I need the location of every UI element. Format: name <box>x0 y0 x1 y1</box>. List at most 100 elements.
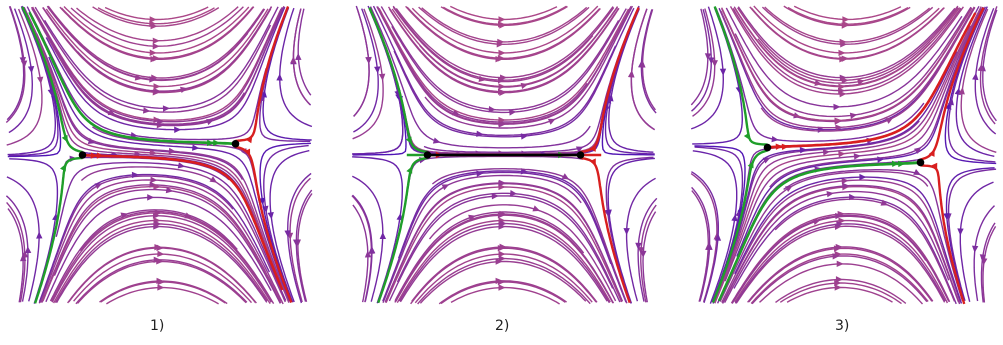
streamline-arrow <box>206 119 214 126</box>
streamline-arrow <box>499 22 507 29</box>
unstable-separatrix <box>920 164 966 305</box>
streamline-arrow <box>498 16 506 23</box>
unstable-separatrix <box>580 7 640 154</box>
streamline <box>34 6 272 113</box>
streamline-arrow <box>36 231 43 239</box>
streamline-arrow <box>295 52 302 60</box>
streamline-arrow <box>153 183 161 190</box>
streamline-arrow <box>520 82 529 90</box>
streamline-arrow <box>154 220 162 227</box>
streamline <box>737 5 959 81</box>
streamline-arrow <box>839 56 847 63</box>
streamline <box>982 226 997 303</box>
streamline <box>49 209 238 302</box>
stable-separatrix <box>713 6 768 146</box>
streamline <box>397 8 639 155</box>
unstable-separatrix <box>235 145 293 303</box>
streamline-arrow <box>711 60 718 68</box>
streamline <box>608 8 654 153</box>
streamline <box>723 190 950 304</box>
streamline-arrow <box>276 73 283 81</box>
streamline <box>438 280 567 305</box>
streamline-arrow <box>209 176 218 183</box>
streamline-arrow <box>152 37 160 45</box>
streamline <box>423 5 640 153</box>
stable-separatrix-arrow <box>60 163 66 172</box>
stable-separatrix <box>368 7 428 154</box>
streamline <box>720 6 975 129</box>
streamline-arrow <box>841 77 849 84</box>
streamline-arrow <box>497 77 505 84</box>
streamline-arrow <box>157 118 165 125</box>
streamline-arrow <box>499 210 507 218</box>
streamline-arrow <box>499 243 507 251</box>
streamline <box>297 193 313 302</box>
streamline-arrow <box>835 212 843 220</box>
streamline-arrow <box>838 151 846 158</box>
streamline <box>691 190 710 302</box>
phase-portrait-1: 1) <box>0 0 318 345</box>
streamline-arrow <box>637 247 645 255</box>
stable-separatrix <box>21 6 83 154</box>
unstable-separatrix <box>235 6 290 142</box>
streamline <box>353 8 379 133</box>
streamline-arrow <box>635 242 642 250</box>
streamline-arrow <box>639 60 646 68</box>
panel-3-label: 3) <box>835 318 850 334</box>
streamline-arrow <box>499 89 507 96</box>
streamline-arrow <box>832 253 840 260</box>
phase-portrait-1-plot <box>5 5 313 305</box>
streamline <box>691 171 719 304</box>
streamline <box>440 281 566 305</box>
streamline-arrow <box>880 199 889 206</box>
streamline <box>735 225 946 304</box>
stable-separatrix-arrow <box>406 166 413 174</box>
streamline-arrow <box>799 146 807 154</box>
streamline-arrow <box>157 284 165 291</box>
stable-separatrix <box>377 156 428 304</box>
streamline-arrow <box>628 70 635 78</box>
streamline <box>757 7 959 84</box>
streamline-arrow <box>771 135 779 143</box>
streamline <box>52 219 271 304</box>
streamline <box>46 5 266 81</box>
streamline-arrow <box>177 162 186 169</box>
streamline <box>431 168 628 304</box>
streamline <box>382 174 582 303</box>
streamline <box>36 33 290 302</box>
streamline <box>442 5 567 25</box>
streamline-arrow <box>704 53 712 61</box>
streamline-arrow <box>838 49 846 57</box>
streamline <box>55 225 268 304</box>
streamline-arrow <box>498 250 506 258</box>
streamline <box>428 204 617 302</box>
streamline <box>774 198 956 302</box>
streamline-arrow <box>714 233 722 241</box>
streamline <box>973 205 996 302</box>
streamline-arrow <box>20 60 28 68</box>
streamline-arrow <box>834 117 842 124</box>
streamline <box>279 7 313 128</box>
fixed-point-2 <box>231 140 240 148</box>
streamline-arrow <box>150 176 158 184</box>
streamline <box>55 161 287 301</box>
streamline <box>779 282 902 305</box>
streamline-arrow <box>913 147 922 154</box>
streamline-arrow <box>149 16 157 23</box>
streamline-arrow <box>267 212 274 220</box>
streamline <box>690 8 709 106</box>
streamline-arrow <box>947 97 954 106</box>
streamline <box>60 6 254 60</box>
streamline-arrow <box>20 254 27 262</box>
unstable-separatrix-arrow <box>781 143 789 151</box>
streamline-arrow <box>498 116 506 124</box>
streamline <box>947 6 996 163</box>
streamline-arrow <box>365 56 372 65</box>
streamline-arrow <box>378 73 386 81</box>
streamline-arrow <box>495 55 503 63</box>
streamline <box>392 6 594 83</box>
streamline-arrow <box>971 245 979 253</box>
streamline <box>297 8 312 96</box>
streamline-arrow <box>835 276 843 283</box>
fixed-point-1 <box>78 151 87 159</box>
